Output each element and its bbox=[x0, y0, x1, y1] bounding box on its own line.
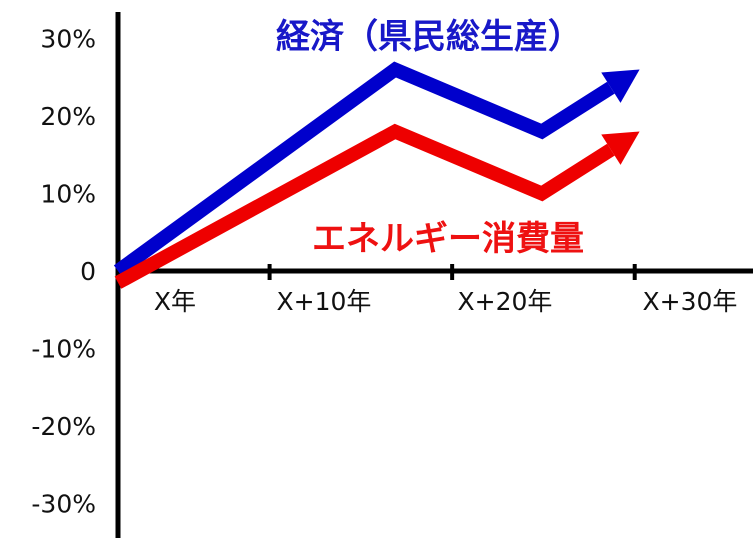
series-label-energy: エネルギー消費量 bbox=[312, 219, 584, 259]
x-tick-labels: X年 X+10年 X+20年 X+30年 bbox=[154, 287, 738, 316]
x-tick-label: X+10年 bbox=[277, 287, 372, 316]
y-tick-label: 20% bbox=[40, 102, 96, 131]
series-label-economy: 経済（県民総生産） bbox=[276, 17, 582, 57]
x-tick-label: X+30年 bbox=[643, 287, 738, 316]
series-lines bbox=[113, 61, 640, 289]
x-tick-label: X+20年 bbox=[458, 287, 553, 316]
x-ticks bbox=[267, 264, 637, 280]
y-tick-label: 0 bbox=[80, 257, 96, 286]
y-tick-label: -10% bbox=[31, 335, 96, 364]
series-line-1 bbox=[114, 123, 615, 289]
series-arrowhead-1 bbox=[601, 131, 640, 165]
y-tick-label: -20% bbox=[31, 412, 96, 441]
y-tick-label: 10% bbox=[40, 180, 96, 209]
series-arrowhead-0 bbox=[601, 69, 640, 103]
y-tick-label: -30% bbox=[31, 490, 96, 519]
y-tick-labels: 30% 20% 10% 0 -10% -20% -30% bbox=[31, 25, 96, 519]
y-tick-label: 30% bbox=[40, 25, 96, 54]
series-line-0 bbox=[113, 61, 615, 277]
x-tick-label: X年 bbox=[154, 287, 196, 316]
